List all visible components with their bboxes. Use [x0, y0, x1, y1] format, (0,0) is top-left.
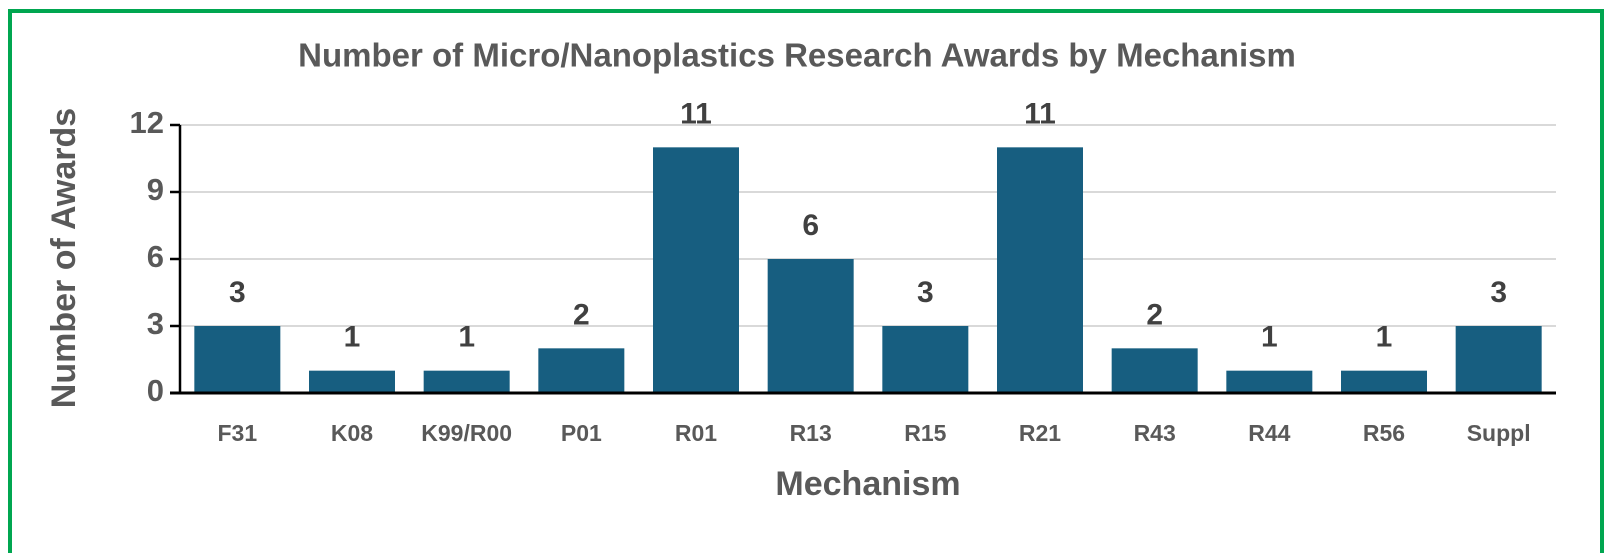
x-tick-label: R44 [1248, 420, 1290, 446]
bar [653, 147, 739, 393]
y-tick-label: 12 [130, 105, 164, 140]
data-label: 3 [229, 276, 246, 309]
x-tick-label: R01 [675, 420, 717, 446]
x-tick-label: Suppl [1467, 420, 1531, 446]
data-label: 3 [1490, 276, 1507, 309]
data-label: 11 [680, 97, 712, 130]
y-axis-title: Number of Awards [45, 108, 83, 408]
y-tick-label: 9 [147, 172, 164, 207]
bar [882, 326, 969, 393]
x-tick-label: R21 [1019, 420, 1061, 446]
x-tick-label: R43 [1134, 420, 1176, 446]
data-label: 2 [573, 298, 590, 331]
x-tick-label: R15 [904, 420, 946, 446]
y-tick-label: 0 [147, 373, 164, 408]
y-tick-label: 6 [147, 239, 164, 274]
data-label: 2 [1146, 298, 1163, 331]
x-tick-label: K08 [331, 420, 373, 446]
x-axis-title: Mechanism [775, 465, 960, 503]
frame-border [8, 9, 1604, 553]
bar [1111, 348, 1198, 393]
data-label: 1 [344, 321, 361, 354]
bar [538, 348, 625, 393]
x-tick-label: K99/R00 [421, 420, 512, 446]
chart-title: Number of Micro/Nanoplastics Research Aw… [298, 37, 1296, 74]
x-tick-label: F31 [218, 420, 258, 446]
data-label: 1 [458, 321, 475, 354]
bar [997, 147, 1083, 393]
bar [194, 326, 281, 393]
x-tick-label: R13 [790, 420, 832, 446]
bar [1341, 370, 1427, 393]
data-label: 3 [917, 276, 934, 309]
x-tick-label: P01 [561, 420, 602, 446]
data-label: 1 [1376, 321, 1393, 354]
data-label: 1 [1261, 321, 1278, 354]
bar [309, 370, 395, 393]
y-tick-label: 3 [147, 306, 164, 341]
x-tick-label: R56 [1363, 420, 1405, 446]
bar [1226, 370, 1313, 393]
data-label: 6 [802, 209, 819, 242]
data-label: 11 [1024, 97, 1056, 130]
bar [423, 370, 510, 393]
bar [767, 259, 854, 393]
bar [1455, 326, 1542, 393]
